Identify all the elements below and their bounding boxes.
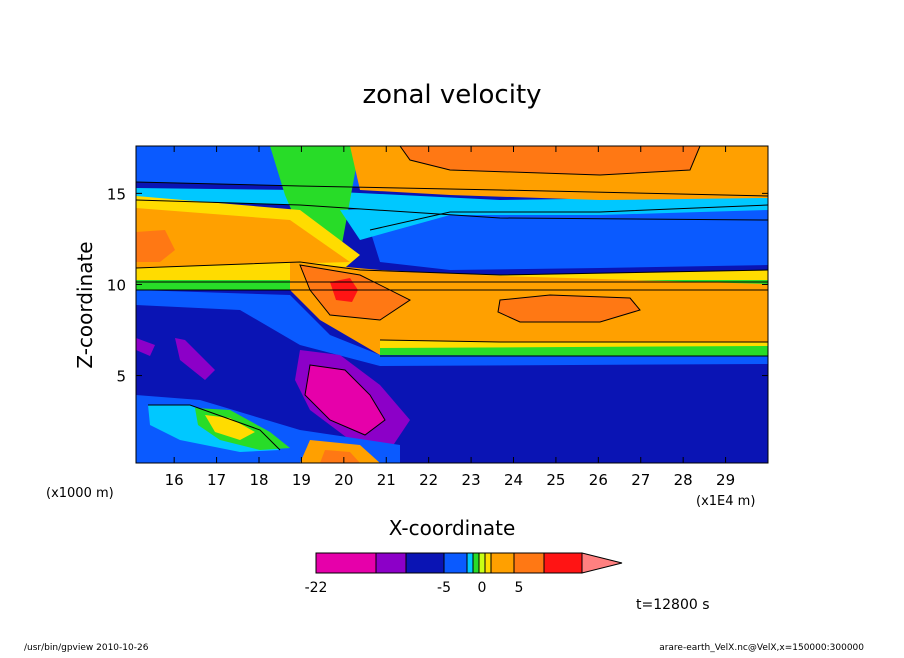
- band-left-red-blob: [136, 230, 175, 262]
- band-lower-blue: [136, 290, 768, 366]
- colorbar-cell: [513, 552, 545, 574]
- y-ticks: 5 10 15: [107, 185, 768, 386]
- colorbar-cell: [375, 552, 407, 574]
- contour-line-9: [497, 294, 641, 323]
- contour-lines: [136, 146, 768, 451]
- colorbar-tick-label: -22: [305, 580, 328, 596]
- colorbar-cell: [472, 552, 480, 574]
- contour-line-1: [136, 181, 768, 197]
- x-unit-label: (x1E4 m): [696, 494, 755, 509]
- y-tick-label: 10: [107, 276, 126, 294]
- plot-frame: [135, 145, 769, 464]
- x-axis-label: X-coordinate: [389, 516, 516, 540]
- x-tick-label: 28: [674, 471, 693, 489]
- colorbar-tick-label: -5: [437, 580, 451, 596]
- colorbar-extension: [581, 552, 623, 574]
- colorbar-tick-label: 0: [478, 580, 487, 596]
- contour-line-13: [148, 404, 281, 451]
- contour-line-6: [379, 339, 768, 343]
- colorbar-cell: [315, 552, 377, 574]
- band-lower-green: [380, 346, 768, 358]
- band-right-blue: [370, 205, 768, 270]
- contour-line-2: [136, 199, 768, 221]
- colorbar-tick-labels: -22 -5 0 5: [305, 580, 524, 596]
- colorbar-cell: [443, 552, 468, 574]
- time-label: t=12800 s: [636, 597, 710, 613]
- contour-line-11: [399, 146, 701, 176]
- contour-field: [136, 146, 768, 463]
- x-tick-label: 24: [504, 471, 523, 489]
- colorbar-cell: [484, 552, 492, 574]
- band-magenta-core: [305, 365, 385, 435]
- colorbar: [315, 552, 623, 574]
- footer-right: arare-earth_VelX.nc@VelX,x=150000:300000: [659, 643, 864, 653]
- x-ticks: 16 17 18 19 20 21 22 23 24 25 26 27 28 29: [165, 146, 735, 489]
- colorbar-cell: [478, 552, 486, 574]
- x-tick-label: 22: [419, 471, 438, 489]
- x-tick-label: 17: [207, 471, 226, 489]
- x-tick-label: 23: [462, 471, 481, 489]
- x-tick-label: 19: [292, 471, 311, 489]
- band-small-purple-2: [136, 338, 155, 356]
- band-left-orange: [136, 208, 350, 268]
- band-right-cyan: [340, 200, 768, 240]
- colorbar-cell: [405, 552, 445, 574]
- band-bottom-yellow: [205, 415, 255, 440]
- x-tick-label: 21: [377, 471, 396, 489]
- band-bottom-red: [320, 450, 360, 463]
- x-tick-label: 27: [631, 471, 650, 489]
- y-tick-label: 15: [107, 185, 126, 203]
- x-tick-label: 25: [546, 471, 565, 489]
- contour-line-3: [136, 261, 768, 276]
- footer-left: /usr/bin/gpview 2010-10-26: [24, 643, 149, 653]
- x-tick-label: 29: [716, 471, 735, 489]
- band-jet-right-core: [498, 295, 640, 322]
- x-tick-label: 16: [165, 471, 184, 489]
- y-axis-label: Z-coordinate: [73, 241, 97, 368]
- colorbar-tick-label: 5: [515, 580, 524, 596]
- colorbar-cell: [466, 552, 474, 574]
- x-tick-label: 20: [334, 471, 353, 489]
- chart-title: zonal velocity: [362, 80, 541, 110]
- contour-line-12: [369, 204, 768, 231]
- contour-line-8: [299, 264, 411, 321]
- colorbar-cell: [490, 552, 515, 574]
- y-unit-label: (x1000 m): [46, 486, 114, 501]
- y-tick-label: 5: [116, 368, 126, 386]
- x-tick-label: 18: [249, 471, 268, 489]
- band-green-plume: [270, 146, 360, 255]
- colorbar-cell: [543, 552, 583, 574]
- contour-line-10: [304, 364, 386, 436]
- band-small-purple-1: [175, 338, 215, 380]
- band-orange-top-inner: [400, 146, 700, 175]
- x-tick-label: 26: [589, 471, 608, 489]
